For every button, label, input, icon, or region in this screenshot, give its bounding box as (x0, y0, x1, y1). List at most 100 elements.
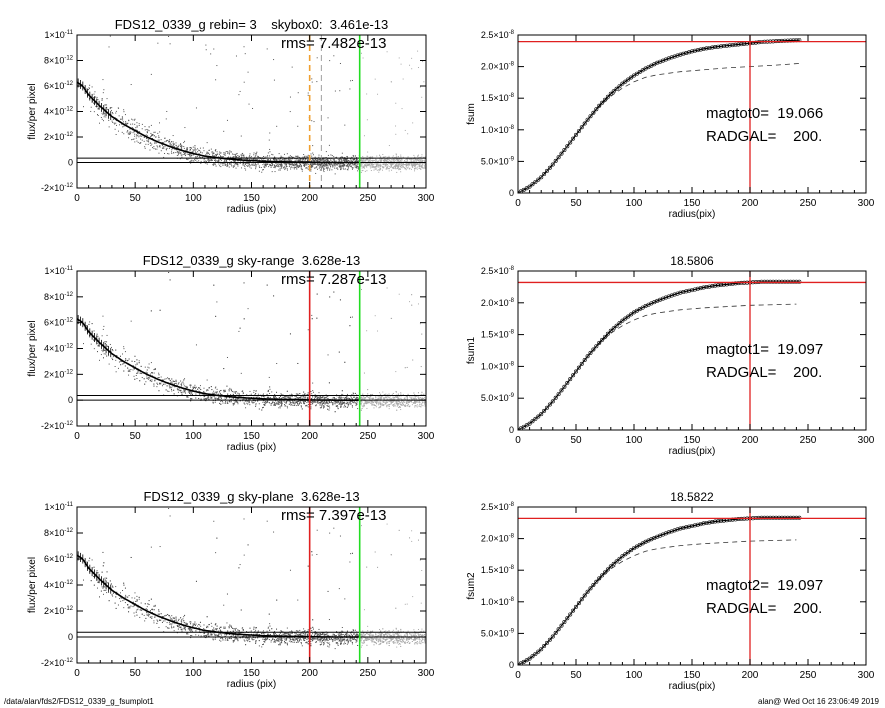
data-point (110, 346, 112, 348)
data-point (269, 159, 271, 161)
data-point (360, 400, 362, 402)
data-point (189, 392, 191, 394)
data-point (375, 398, 377, 400)
data-point (362, 169, 364, 171)
data-point (312, 401, 314, 403)
data-point (369, 158, 371, 160)
data-point (189, 147, 191, 149)
data-point (387, 165, 389, 167)
data-point (421, 158, 423, 160)
data-point (379, 159, 381, 161)
data-point (379, 164, 381, 166)
data-point (377, 163, 379, 165)
data-point (404, 160, 406, 162)
data-point (246, 162, 248, 164)
data-point (254, 394, 256, 396)
data-point (340, 403, 342, 405)
data-point (332, 165, 334, 167)
data-point (409, 396, 411, 398)
curve-marker (782, 38, 787, 43)
data-point (168, 390, 170, 392)
data-point (302, 160, 304, 162)
data-point (399, 165, 401, 167)
data-point (387, 164, 389, 166)
data-point (173, 146, 175, 148)
data-point (211, 151, 213, 153)
data-point (353, 393, 355, 395)
data-point (315, 395, 317, 397)
data-point (154, 131, 156, 133)
data-point (124, 351, 126, 353)
data-point (264, 402, 266, 404)
data-point (382, 169, 384, 171)
data-point (215, 160, 217, 162)
data-point (287, 400, 289, 402)
data-point (203, 150, 205, 152)
data-point (423, 162, 425, 164)
data-point (287, 162, 289, 164)
data-point (418, 166, 420, 168)
curve-marker (626, 77, 631, 82)
data-point (336, 167, 338, 169)
data-point (417, 396, 419, 398)
data-point (412, 158, 414, 160)
data-point (226, 385, 228, 387)
data-point (366, 159, 368, 161)
data-point (333, 291, 335, 293)
data-point (341, 397, 343, 399)
data-point (156, 386, 158, 388)
data-point (328, 144, 330, 146)
data-point (215, 165, 217, 167)
data-point (338, 165, 340, 167)
data-point (159, 145, 161, 147)
data-point (330, 166, 332, 168)
data-point (312, 382, 314, 384)
data-point (158, 152, 160, 154)
data-point (227, 151, 229, 153)
data-point (285, 163, 287, 165)
data-point (292, 163, 294, 165)
curve-marker (710, 45, 715, 50)
curve-marker (579, 125, 584, 130)
data-point (294, 162, 296, 164)
data-point (269, 163, 271, 165)
data-point (264, 163, 266, 165)
data-point (109, 35, 111, 37)
data-point (154, 368, 156, 370)
data-point (298, 156, 300, 158)
data-point (421, 96, 423, 98)
data-point (270, 166, 272, 168)
data-point (390, 162, 392, 164)
data-point (220, 397, 222, 399)
data-point (329, 169, 331, 171)
data-point (223, 153, 225, 155)
data-point (364, 165, 366, 167)
data-point (163, 147, 165, 149)
data-point (116, 355, 118, 357)
curve-marker (730, 43, 735, 48)
data-point (258, 165, 260, 167)
data-point (376, 155, 378, 157)
data-point (367, 158, 369, 160)
data-point (373, 164, 375, 166)
data-point (208, 399, 210, 401)
curve-marker (571, 136, 576, 141)
data-point (239, 327, 241, 329)
y-tick-label: 4×10-12 (44, 107, 74, 117)
data-point (144, 146, 146, 148)
data-point (401, 158, 403, 160)
data-point (418, 159, 420, 161)
data-point (243, 154, 245, 156)
data-point (131, 127, 133, 129)
data-point (262, 401, 264, 403)
data-point (172, 141, 174, 143)
data-point (385, 162, 387, 164)
data-point (350, 395, 352, 397)
data-point (355, 402, 357, 404)
data-point (150, 132, 152, 134)
data-point (341, 393, 343, 395)
data-point (292, 164, 294, 166)
data-point (107, 108, 109, 110)
data-point (424, 164, 426, 166)
data-point (234, 161, 236, 163)
